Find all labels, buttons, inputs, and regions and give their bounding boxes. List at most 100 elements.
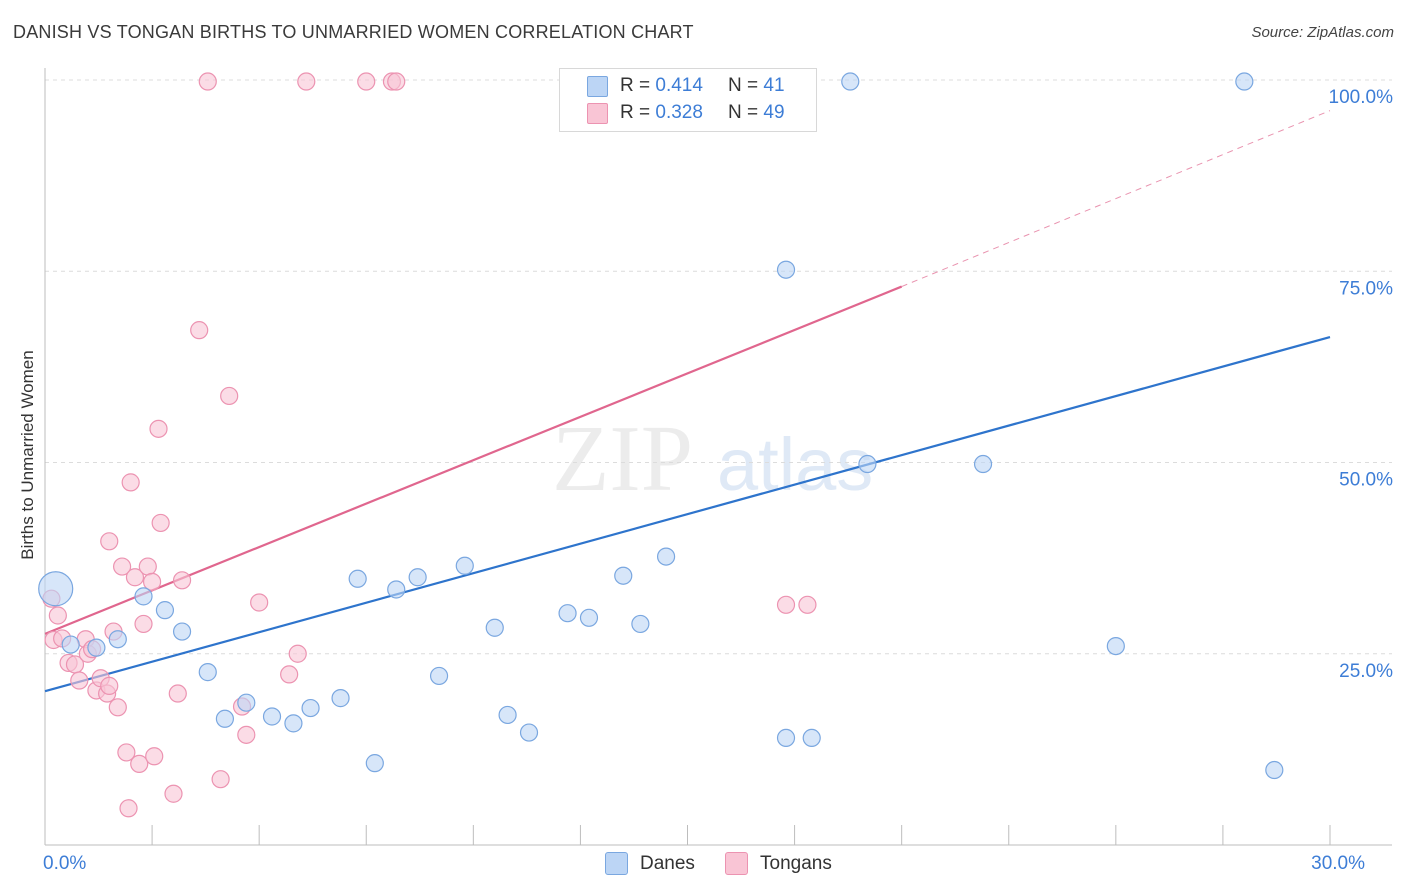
tongans-point: [112, 557, 132, 576]
tongans-r: R = 0.328: [620, 102, 703, 123]
tongans-point: [145, 747, 164, 766]
watermark-atlas: atlas: [717, 423, 873, 506]
danes-point: [172, 622, 192, 641]
danes-point: [498, 705, 517, 725]
danes-point: [331, 689, 350, 708]
tongans-point: [138, 557, 157, 576]
tongans-point: [387, 72, 406, 91]
y-tick-label: 100.0%: [1329, 87, 1394, 108]
watermark-zip: ZIP: [552, 407, 693, 511]
tongans-trendline-extension: [901, 110, 1331, 288]
danes-point: [198, 663, 217, 682]
danes-point: [776, 260, 796, 279]
tongans-point: [190, 321, 209, 340]
tongans-point: [48, 606, 67, 625]
x-tick-label: 0.0%: [43, 853, 86, 874]
tongans-point: [134, 614, 153, 634]
danes-point: [558, 604, 577, 623]
tongans-point: [121, 473, 140, 492]
tongans-point: [130, 754, 149, 774]
series-legend: Danes Tongans: [0, 852, 1406, 876]
danes-n: N = 41: [728, 75, 785, 96]
tick-labels: 25.0% 50.0% 75.0% 100.0% 0.0% 30.0%: [43, 87, 1393, 874]
danes-point: [614, 566, 633, 585]
tongans-point: [172, 571, 192, 590]
danes-point: [519, 723, 539, 742]
tongans-r-value: 0.328: [655, 102, 703, 123]
danes-point: [87, 638, 106, 657]
danes-point: [284, 714, 303, 733]
tongans-point: [142, 572, 162, 591]
danes-legend-swatch: [605, 852, 628, 875]
tongans-point: [357, 72, 376, 91]
source-credit: Source: ZipAtlas.com: [1251, 24, 1394, 41]
danes-point: [38, 571, 74, 607]
tongans-legend-swatch: [725, 852, 748, 875]
danes-point: [1265, 760, 1284, 780]
danes-point: [579, 608, 599, 627]
danes-point: [1235, 72, 1254, 91]
tongans-point: [250, 593, 269, 612]
tongans-point: [117, 743, 136, 762]
tongans-point: [168, 684, 187, 703]
danes-point: [802, 728, 821, 748]
danes-n-value: 41: [763, 75, 785, 96]
danes-point: [455, 556, 474, 575]
danes-point: [155, 601, 175, 620]
danes-point: [348, 569, 367, 588]
y-axis-label: Births to Unmarried Women: [18, 350, 37, 560]
tongans-point: [198, 72, 217, 91]
danes-point: [134, 587, 153, 606]
tongans-point: [119, 799, 138, 818]
watermark: ZIP atlas: [552, 407, 873, 511]
tongans-point: [70, 671, 89, 690]
danes-point: [408, 568, 427, 587]
danes-point: [631, 614, 650, 634]
x-tick-label: 30.0%: [1311, 853, 1365, 874]
danes-r-value: 0.414: [655, 75, 703, 96]
danes-point: [973, 454, 993, 474]
danes-legend-label: Danes: [640, 852, 695, 874]
danes-point: [656, 547, 676, 566]
tongans-n: N = 49: [728, 102, 785, 123]
tongans-point: [220, 386, 239, 406]
tongans-point: [776, 595, 796, 614]
danes-point: [485, 618, 504, 637]
tongans-point: [149, 419, 168, 438]
y-tick-label: 25.0%: [1339, 661, 1393, 682]
legend-item-tongans[interactable]: Tongans: [725, 852, 832, 875]
danes-point: [61, 635, 80, 654]
tongans-point: [164, 784, 183, 803]
danes-point: [262, 707, 282, 726]
danes-point: [1106, 636, 1125, 656]
danes-r: R = 0.414: [620, 75, 703, 96]
danes-point: [301, 698, 320, 718]
trendlines: [44, 110, 1331, 693]
tongans-point: [280, 665, 299, 684]
danes-point: [108, 630, 127, 649]
legend-item-danes[interactable]: Danes: [605, 852, 695, 875]
tongans-point: [100, 532, 119, 551]
tongans-point: [125, 568, 145, 587]
chart-title: DANISH VS TONGAN BIRTHS TO UNMARRIED WOM…: [13, 22, 694, 42]
tongans-point: [108, 698, 127, 717]
tongans-point: [237, 725, 256, 744]
tongans-n-value: 49: [763, 102, 785, 123]
danes-trendline: [44, 335, 1331, 693]
danes-point: [858, 454, 877, 474]
danes-point: [776, 728, 796, 748]
tongans-point: [297, 72, 316, 91]
danes-point: [365, 754, 384, 773]
tongans-point: [100, 676, 119, 695]
tongans-swatch: [587, 103, 608, 124]
tongans-point: [288, 644, 307, 663]
danes-point: [215, 709, 234, 728]
danes-swatch: [587, 76, 608, 97]
tongans-point: [211, 770, 230, 789]
danes-point: [429, 666, 449, 686]
tongans-point: [798, 595, 817, 614]
y-tick-label: 50.0%: [1339, 470, 1393, 491]
axes: [44, 68, 1392, 846]
danes-point: [237, 693, 256, 712]
